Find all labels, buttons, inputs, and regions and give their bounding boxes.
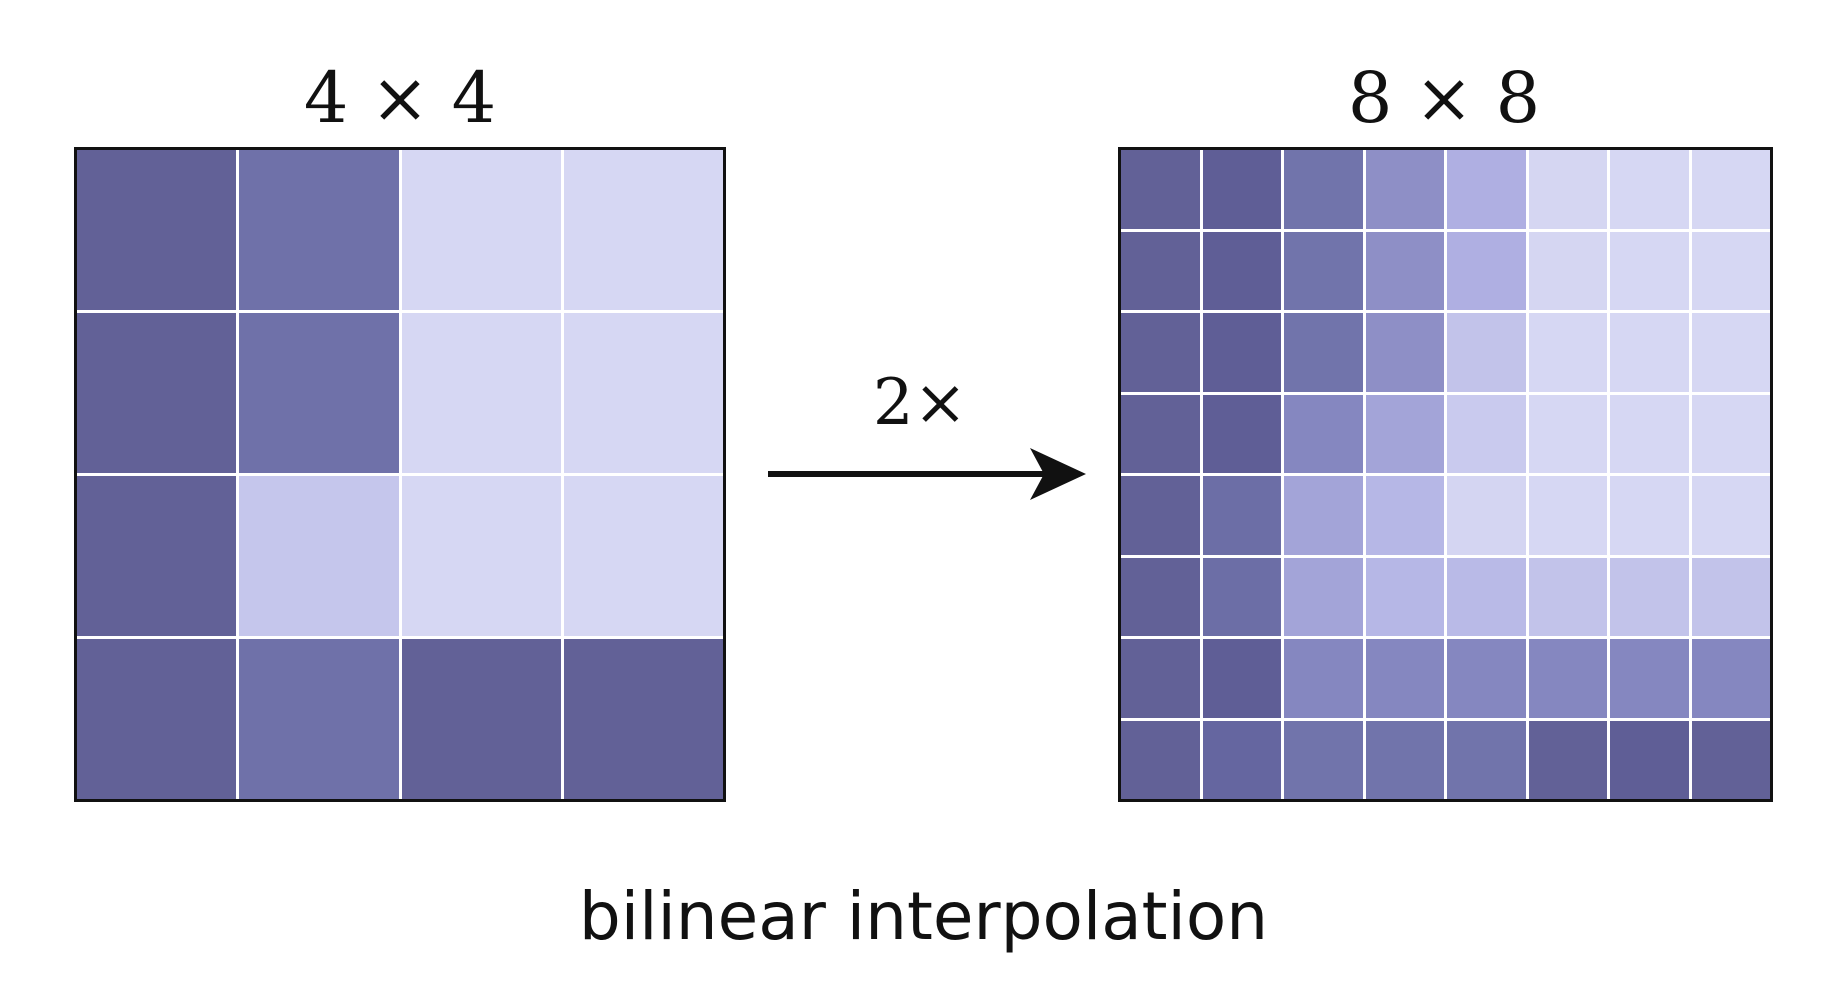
output-cell-r7-c6 <box>1610 720 1689 799</box>
output-cell-r6-c4 <box>1447 639 1526 718</box>
output-cell-r6-c0 <box>1121 639 1200 718</box>
input-cell-r1-c2 <box>401 313 561 473</box>
output-cell-r4-c6 <box>1610 476 1689 555</box>
output-cell-r5-c3 <box>1365 557 1444 636</box>
output-cell-r3-c7 <box>1691 394 1770 473</box>
output-cell-r7-c1 <box>1202 720 1281 799</box>
output-cell-r5-c5 <box>1528 557 1607 636</box>
output-cell-r6-c7 <box>1691 639 1770 718</box>
input-cell-r3-c1 <box>239 639 399 799</box>
output-cell-r0-c4 <box>1447 150 1526 229</box>
output-cell-r4-c4 <box>1447 476 1526 555</box>
output-cell-r0-c3 <box>1365 150 1444 229</box>
output-cell-r1-c5 <box>1528 231 1607 310</box>
output-cell-r5-c4 <box>1447 557 1526 636</box>
output-cell-r1-c1 <box>1202 231 1281 310</box>
output-cell-r2-c2 <box>1284 313 1363 392</box>
output-cell-r7-c2 <box>1284 720 1363 799</box>
output-cell-r2-c6 <box>1610 313 1689 392</box>
output-cell-r7-c4 <box>1447 720 1526 799</box>
output-cell-r1-c6 <box>1610 231 1689 310</box>
output-cell-r7-c0 <box>1121 720 1200 799</box>
output-cell-r1-c4 <box>1447 231 1526 310</box>
output-cell-r3-c6 <box>1610 394 1689 473</box>
output-cell-r7-c3 <box>1365 720 1444 799</box>
output-cell-r3-c4 <box>1447 394 1526 473</box>
output-cell-r2-c7 <box>1691 313 1770 392</box>
input-cell-r3-c3 <box>563 639 723 799</box>
output-cell-r0-c0 <box>1121 150 1200 229</box>
input-cell-r2-c1 <box>239 476 399 636</box>
output-cell-r6-c5 <box>1528 639 1607 718</box>
input-cell-r0-c1 <box>239 150 399 310</box>
input-cell-r0-c0 <box>77 150 237 310</box>
arrow-right-icon <box>768 448 1086 500</box>
output-cell-r2-c3 <box>1365 313 1444 392</box>
output-cell-r0-c7 <box>1691 150 1770 229</box>
input-grid-title: 4 × 4 <box>303 57 497 139</box>
output-cell-r4-c3 <box>1365 476 1444 555</box>
input-cell-r3-c2 <box>401 639 561 799</box>
output-grid-8x8 <box>1118 147 1773 802</box>
output-cell-r4-c2 <box>1284 476 1363 555</box>
input-cell-r0-c2 <box>401 150 561 310</box>
output-cell-r2-c1 <box>1202 313 1281 392</box>
input-cell-r2-c0 <box>77 476 237 636</box>
input-cell-r1-c1 <box>239 313 399 473</box>
output-cell-r0-c1 <box>1202 150 1281 229</box>
output-cell-r2-c5 <box>1528 313 1607 392</box>
output-cell-r6-c6 <box>1610 639 1689 718</box>
output-cell-r5-c1 <box>1202 557 1281 636</box>
output-cell-r5-c2 <box>1284 557 1363 636</box>
output-cell-r1-c7 <box>1691 231 1770 310</box>
output-cell-r4-c7 <box>1691 476 1770 555</box>
output-cell-r3-c3 <box>1365 394 1444 473</box>
output-cell-r4-c0 <box>1121 476 1200 555</box>
input-cell-r1-c0 <box>77 313 237 473</box>
output-cell-r6-c3 <box>1365 639 1444 718</box>
output-cell-r6-c2 <box>1284 639 1363 718</box>
output-grid-title: 8 × 8 <box>1347 57 1541 139</box>
output-cell-r1-c3 <box>1365 231 1444 310</box>
output-cell-r1-c2 <box>1284 231 1363 310</box>
input-cell-r0-c3 <box>563 150 723 310</box>
output-cell-r5-c7 <box>1691 557 1770 636</box>
output-cell-r1-c0 <box>1121 231 1200 310</box>
input-cell-r2-c2 <box>401 476 561 636</box>
output-cell-r0-c6 <box>1610 150 1689 229</box>
output-cell-r3-c2 <box>1284 394 1363 473</box>
output-cell-r2-c0 <box>1121 313 1200 392</box>
input-cell-r3-c0 <box>77 639 237 799</box>
output-cell-r3-c5 <box>1528 394 1607 473</box>
caption: bilinear interpolation <box>578 878 1269 955</box>
output-cell-r3-c1 <box>1202 394 1281 473</box>
scale-factor-label: 2× <box>872 366 968 440</box>
output-cell-r7-c7 <box>1691 720 1770 799</box>
output-cell-r3-c0 <box>1121 394 1200 473</box>
output-cell-r6-c1 <box>1202 639 1281 718</box>
output-cell-r4-c5 <box>1528 476 1607 555</box>
input-cell-r2-c3 <box>563 476 723 636</box>
output-cell-r7-c5 <box>1528 720 1607 799</box>
output-cell-r5-c6 <box>1610 557 1689 636</box>
input-grid-4x4 <box>74 147 726 802</box>
output-cell-r5-c0 <box>1121 557 1200 636</box>
input-cell-r1-c3 <box>563 313 723 473</box>
output-cell-r2-c4 <box>1447 313 1526 392</box>
output-cell-r0-c5 <box>1528 150 1607 229</box>
output-cell-r0-c2 <box>1284 150 1363 229</box>
output-cell-r4-c1 <box>1202 476 1281 555</box>
